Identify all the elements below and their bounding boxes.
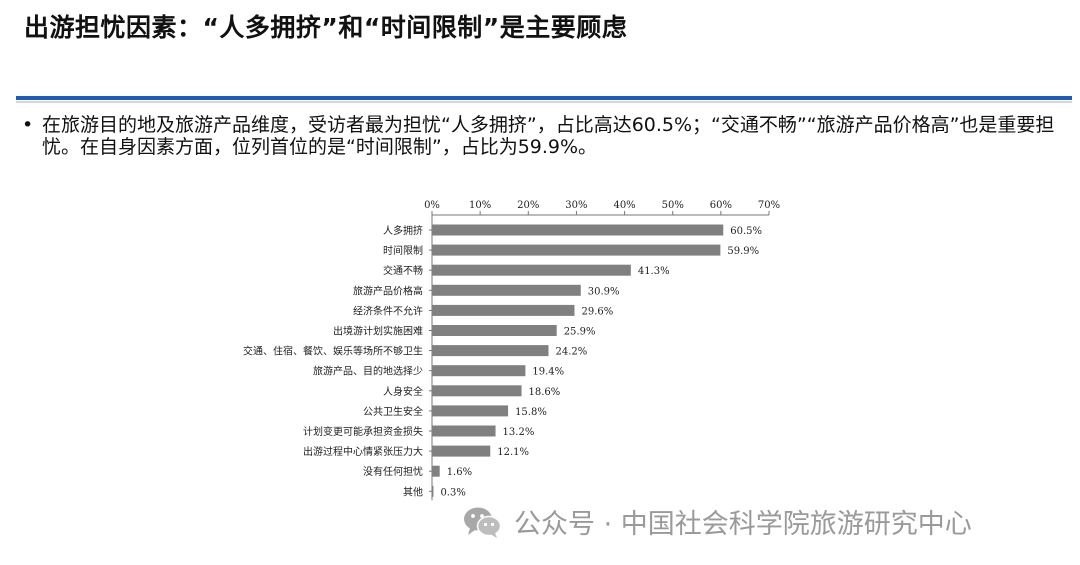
x-tick-label: 20% [517,200,539,211]
data-label: 12.1% [497,447,529,458]
bullet-dot: • [22,114,34,136]
category-label: 没有任何担忧 [363,465,423,478]
title-divider [16,96,1072,100]
bar [432,425,496,437]
bar [432,365,526,377]
data-label: 25.9% [564,327,596,338]
category-label: 交通不畅 [383,264,423,277]
bar [432,465,440,477]
bar [432,325,557,336]
title-divider-shadow [16,101,1072,103]
x-tick-label: 40% [613,200,635,211]
category-label: 计划变更可能承担资金损失 [303,425,423,438]
category-label: 旅游产品、目的地选择少 [313,365,423,378]
bar [432,244,721,256]
x-tick-label: 50% [662,200,684,211]
page-title: 出游担忧因素：“人多拥挤”和“时间限制”是主要顾虑 [24,13,628,42]
data-label: 41.3% [638,266,670,277]
bar [432,385,522,397]
category-label: 其他 [403,485,423,498]
category-label: 交通、住宿、餐饮、娱乐等场所不够卫生 [243,345,423,358]
watermark: 公众号 · 中国社会科学院旅游研究中心 [462,502,972,541]
data-label: 15.8% [515,407,547,418]
x-tick-label: 60% [710,200,732,211]
data-label: 29.6% [582,306,614,317]
x-tick-label: 70% [758,200,780,211]
summary-bullet: • 在旅游目的地及旅游产品维度，受访者最为担忧“人多拥挤”，占比高达60.5%；… [22,114,1067,158]
bar [432,284,581,296]
category-label: 经济条件不允许 [353,304,423,317]
data-label: 13.2% [503,427,535,438]
summary-text: 在旅游目的地及旅游产品维度，受访者最为担忧“人多拥挤”，占比高达60.5%；“交… [42,114,1055,158]
category-label: 时间限制 [383,244,423,257]
watermark-text: 公众号 · 中国社会科学院旅游研究中心 [514,509,972,540]
x-tick-label: 0% [424,200,440,211]
category-label: 出游过程中心情紧张压力大 [303,445,423,458]
data-label: 59.9% [727,246,759,257]
category-label: 出境游计划实施困难 [333,325,423,338]
bar [432,224,724,236]
category-label: 人身安全 [383,385,423,398]
bar [432,445,491,457]
data-label: 19.4% [532,367,564,378]
bar-chart: 0% 10% 20% 30% 40% 50% 60% 70% 人多拥挤 60.5% 时间限制 59.9… [243,200,780,501]
x-tick-label: 10% [469,200,491,211]
x-tick-label: 30% [565,200,587,211]
category-label: 公共卫生安全 [363,405,423,418]
data-label: 1.6% [447,467,472,478]
data-label: 24.2% [556,347,588,358]
category-label: 旅游产品价格高 [353,284,423,297]
data-label: 18.6% [529,387,561,398]
data-label: 0.3% [440,487,465,498]
bar [432,304,575,316]
bar [432,345,549,357]
bar [432,405,509,417]
bar [432,264,631,276]
wechat-icon [464,507,502,538]
bar [432,485,434,497]
data-label: 30.9% [588,286,620,297]
category-label: 人多拥挤 [383,224,423,237]
data-label: 60.5% [730,226,762,237]
